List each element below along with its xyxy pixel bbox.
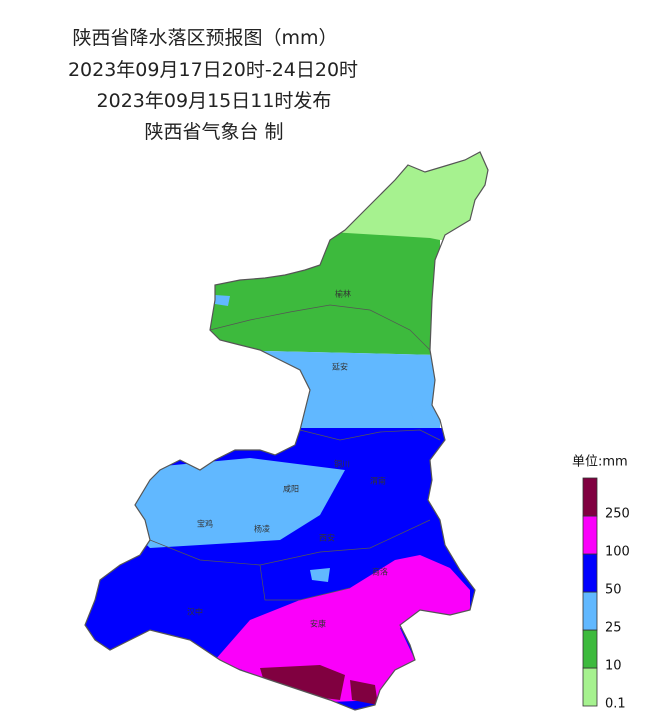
legend-swatch — [582, 629, 598, 669]
legend-swatch — [582, 553, 598, 593]
zone-250 — [260, 665, 378, 705]
legend-label: 25 — [605, 621, 622, 636]
legend-label: 0.1 — [605, 697, 626, 712]
zone-25 — [310, 405, 430, 582]
city-label: 铜川 — [334, 459, 350, 469]
zone-25 — [120, 458, 345, 548]
legend-swatch — [582, 591, 598, 631]
city-borders — [149, 304, 441, 601]
city-label: 宝鸡 — [197, 519, 213, 529]
issuer: 陕西省气象台 制 — [144, 121, 283, 143]
city-label: 咸阳 — [283, 484, 299, 494]
legend-unit: 单位:mm — [572, 455, 628, 470]
city-label: 商洛 — [372, 567, 388, 577]
city-label: 延安 — [332, 362, 348, 372]
legend-label: 250 — [605, 507, 630, 522]
city-label: 渭南 — [370, 476, 386, 486]
title: 陕西省降水落区预报图（mm） — [72, 27, 337, 49]
legend-swatch — [582, 667, 598, 707]
legend-label: 50 — [605, 583, 622, 598]
precip-map — [85, 152, 488, 710]
issued: 2023年09月15日11时发布 — [97, 90, 332, 112]
city-label: 汉中 — [187, 607, 203, 617]
city-label: 杨凌 — [254, 524, 270, 534]
city-label: 榆林 — [335, 289, 351, 299]
zone-10 — [85, 232, 440, 355]
legend-label: 100 — [605, 545, 630, 560]
city-label: 安康 — [310, 619, 326, 629]
city-label: 西安 — [319, 533, 335, 543]
legend-swatch — [582, 515, 598, 555]
period: 2023年09月17日20时-24日20时 — [68, 59, 358, 81]
legend-swatch — [582, 477, 598, 517]
legend-label: 10 — [605, 659, 622, 674]
zone-25 — [215, 295, 230, 306]
zone-25 — [85, 345, 440, 432]
zone-0-1 — [85, 152, 488, 240]
